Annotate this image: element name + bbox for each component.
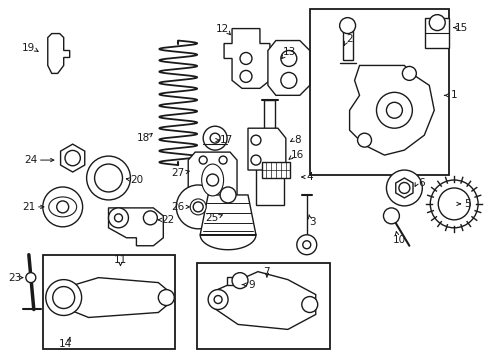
Circle shape [430,180,478,228]
Circle shape [57,201,69,213]
Circle shape [438,188,470,220]
Polygon shape [48,33,70,73]
Text: 16: 16 [291,150,304,160]
Circle shape [199,156,207,164]
Text: 2: 2 [346,33,353,44]
Circle shape [100,170,117,186]
Polygon shape [61,144,85,172]
Circle shape [387,102,402,118]
Text: 27: 27 [172,168,185,178]
Circle shape [281,72,297,88]
Circle shape [210,133,220,143]
Circle shape [65,150,80,166]
Text: 26: 26 [172,202,185,212]
Polygon shape [248,128,286,170]
Circle shape [190,199,206,215]
Text: 9: 9 [248,280,255,289]
Circle shape [95,164,122,192]
Text: 23: 23 [8,273,22,283]
Polygon shape [268,41,310,95]
Text: 14: 14 [59,339,73,349]
Circle shape [240,53,252,64]
Bar [43,255,175,349]
Circle shape [26,273,36,283]
Polygon shape [188,152,237,208]
Text: 4: 4 [306,172,313,182]
Text: 22: 22 [162,215,175,225]
Circle shape [214,296,222,303]
Circle shape [115,214,122,222]
Text: 25: 25 [205,213,219,223]
Circle shape [57,201,69,213]
Circle shape [207,174,219,186]
Text: 1: 1 [451,90,458,100]
Text: 20: 20 [130,175,143,185]
Text: 3: 3 [309,217,316,227]
Text: 18: 18 [137,133,150,143]
Circle shape [251,135,261,145]
Polygon shape [349,66,434,155]
Text: 13: 13 [283,48,296,58]
Ellipse shape [49,197,76,217]
Text: 19: 19 [22,42,35,53]
Circle shape [251,155,261,165]
Bar [343,26,353,60]
Circle shape [43,187,83,227]
Circle shape [232,273,248,289]
Text: 5: 5 [464,199,470,209]
Circle shape [402,67,416,80]
Bar [264,100,275,153]
Circle shape [176,185,220,229]
Circle shape [220,187,236,203]
Text: 15: 15 [455,23,468,33]
Text: 24: 24 [24,155,37,165]
Text: 10: 10 [393,235,406,245]
Circle shape [429,15,445,31]
Text: 11: 11 [114,255,127,265]
Circle shape [240,71,252,82]
Circle shape [281,50,297,67]
Text: 6: 6 [418,178,425,188]
Circle shape [340,18,356,33]
Circle shape [387,170,422,206]
Polygon shape [200,195,256,250]
Bar [197,263,330,349]
Circle shape [208,289,228,310]
Circle shape [358,133,371,147]
Circle shape [297,235,317,255]
Text: 8: 8 [294,135,301,145]
Circle shape [53,287,74,309]
Circle shape [144,211,157,225]
Bar [256,147,284,205]
Polygon shape [108,208,163,246]
Circle shape [303,241,311,249]
Bar [425,18,449,48]
Polygon shape [224,28,270,88]
Bar [227,276,241,285]
Bar [262,162,290,178]
Circle shape [108,208,128,228]
Ellipse shape [202,164,223,196]
Circle shape [158,289,174,306]
Circle shape [46,280,82,315]
Circle shape [384,208,399,224]
Text: 21: 21 [22,202,35,212]
Circle shape [203,126,227,150]
Circle shape [399,183,410,193]
Bar [310,9,449,175]
Polygon shape [396,178,413,198]
Circle shape [58,292,70,303]
Text: 12: 12 [216,24,229,33]
Circle shape [398,182,410,194]
Polygon shape [213,272,316,329]
Circle shape [87,156,130,200]
Polygon shape [59,278,171,318]
Text: 17: 17 [220,135,233,145]
Circle shape [219,156,227,164]
Circle shape [376,92,413,128]
Text: 7: 7 [264,267,270,276]
Circle shape [302,297,318,312]
Circle shape [193,202,203,212]
